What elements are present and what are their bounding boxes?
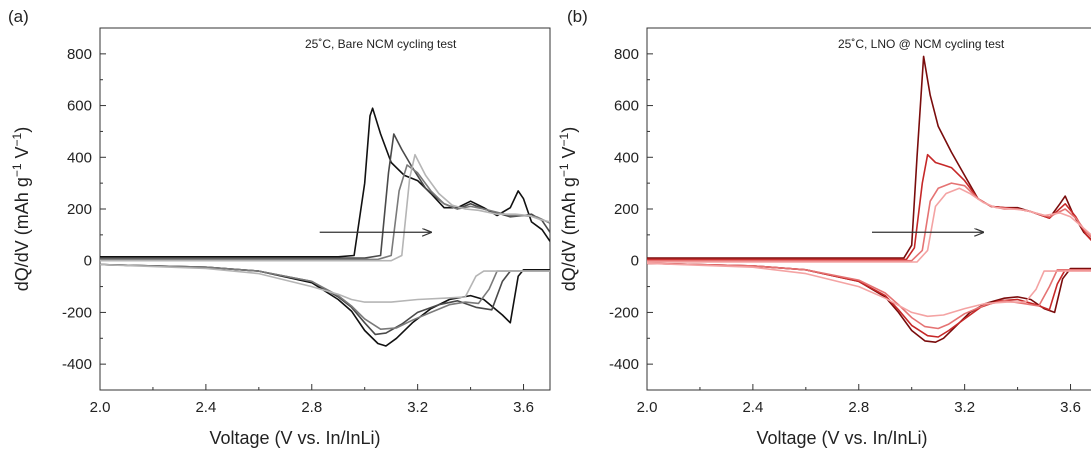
y-tick-label: 200: [614, 201, 639, 218]
axis-ticks: 2.0 2.4 2.8 3.2 3.6 -400 -200 0 200 400 600 800: [62, 46, 534, 416]
panel-label-a: (a): [8, 7, 29, 26]
y-tick-label: 800: [614, 46, 639, 63]
series-1-discharge-line: [100, 263, 550, 347]
x-axis-title-a: Voltage (V vs. In/InLi): [209, 428, 380, 448]
y-tick-label: 800: [67, 46, 92, 63]
x-tick-label: 2.4: [195, 399, 216, 416]
y-tick-label: -400: [609, 356, 639, 373]
x-axis-title-b: Voltage (V vs. In/InLi): [756, 428, 927, 448]
y-tick-label: 0: [84, 253, 92, 270]
series-2-discharge-line: [647, 262, 1091, 338]
series-1-charge-line: [100, 107, 550, 258]
x-tick-label: 2.8: [301, 399, 322, 416]
curves: [100, 107, 550, 347]
x-tick-label: 3.6: [513, 399, 534, 416]
x-tick-label: 2.4: [742, 399, 763, 416]
y-axis-title-a: dQ/dV (mAh g−1 V−1): [10, 127, 32, 291]
series-4-discharge-line: [100, 263, 550, 303]
y-axis-title-b: dQ/dV (mAh g−1 V−1): [557, 127, 579, 291]
series-1-charge-line: [647, 55, 1091, 259]
y-tick-label: 200: [67, 201, 92, 218]
series-3-discharge-line: [647, 262, 1091, 330]
curves: [647, 55, 1091, 344]
y-tick-label: 400: [614, 149, 639, 166]
panel-a: (a) 25˚C, Bare NCM cycling test Voltage …: [8, 7, 551, 448]
series-3-discharge-line: [100, 263, 550, 331]
x-tick-label: 2.8: [848, 399, 869, 416]
axis-ticks: 2.0 2.4 2.8 3.2 3.6 -400 -200 0 200 400 600 800: [609, 46, 1081, 416]
x-tick-label: 3.2: [954, 399, 975, 416]
series-4-discharge-line: [647, 262, 1091, 318]
panel-b: (b) 25˚C, LNO @ NCM cycling test Voltage…: [557, 7, 1091, 448]
y-tick-label: -200: [62, 304, 92, 321]
y-tick-label: -400: [62, 356, 92, 373]
y-tick-label: 600: [614, 98, 639, 115]
series-2-charge-line: [647, 153, 1091, 261]
x-tick-label: 2.0: [637, 399, 658, 416]
y-tick-label: -200: [609, 304, 639, 321]
x-tick-label: 3.2: [407, 399, 428, 416]
x-tick-label: 3.6: [1060, 399, 1081, 416]
series-3-charge-line: [100, 164, 550, 261]
y-tick-label: 600: [67, 98, 92, 115]
series-4-charge-line: [100, 153, 550, 262]
y-tick-label: 400: [67, 149, 92, 166]
x-tick-label: 2.0: [90, 399, 111, 416]
series-2-charge-line: [100, 133, 550, 259]
series-3-charge-line: [647, 182, 1091, 262]
panel-annotation-a: 25˚C, Bare NCM cycling test: [305, 37, 457, 51]
y-tick-label: 0: [631, 253, 639, 270]
panel-annotation-b: 25˚C, LNO @ NCM cycling test: [838, 37, 1005, 51]
series-4-charge-line: [647, 187, 1091, 263]
panel-label-b: (b): [567, 7, 588, 26]
